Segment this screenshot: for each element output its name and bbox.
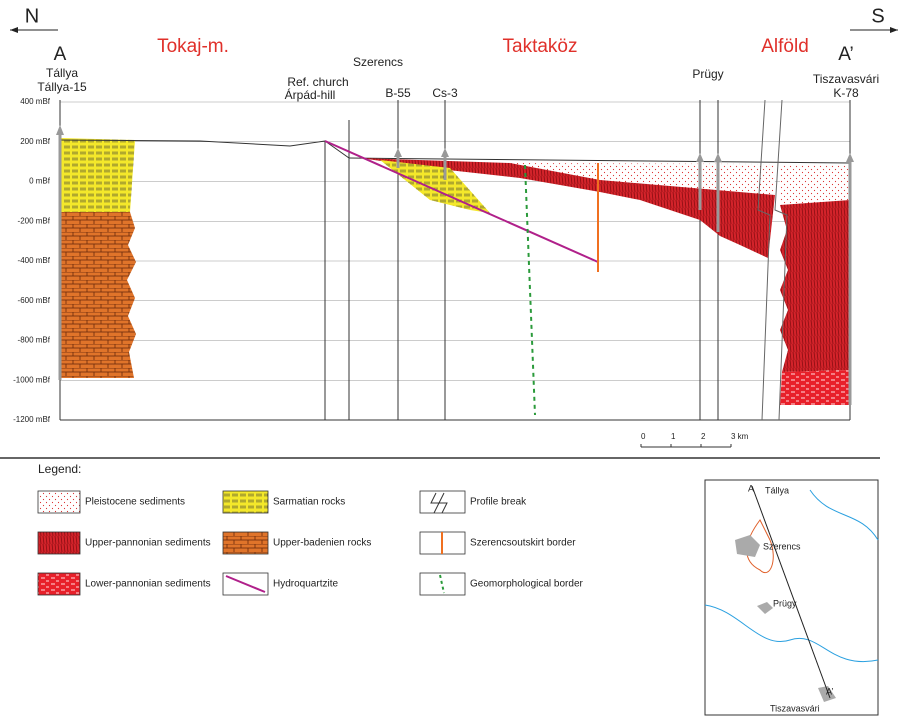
scale-bar: 0 1 2 3 km (641, 432, 749, 447)
legend-label: Profile break (470, 497, 527, 508)
geology (56, 100, 854, 420)
north-arrow: N (10, 5, 58, 33)
legend-swatch (420, 573, 465, 595)
y-tick-label: -1000 mBf (13, 375, 51, 384)
legend-title: Legend: (38, 462, 81, 476)
scale-label: 1 (671, 432, 676, 441)
map-label: A’ (826, 686, 833, 696)
site-label: Árpád-hill (285, 87, 336, 102)
north-label: N (25, 5, 39, 27)
y-tick-label: -200 mBf (18, 216, 51, 225)
legend-label: Pleistocene sediments (85, 497, 185, 508)
legend-label: Upper-badenien rocks (273, 538, 371, 549)
grid: 400 mBf 200 mBf 0 mBf -200 mBf -400 mBf -600 … (13, 97, 850, 424)
y-tick-label: 200 mBf (20, 137, 51, 146)
y-tick-label: -600 mBf (18, 296, 51, 305)
place-label: Tiszavasvári (813, 72, 879, 86)
site-label: B-55 (385, 86, 411, 100)
legend-label: Hydroquartzite (273, 579, 338, 590)
legend-swatch (223, 532, 268, 554)
legend-swatch (38, 491, 80, 513)
legend-label: Upper-pannonian sediments (85, 538, 211, 549)
y-tick-label: 400 mBf (20, 97, 51, 106)
scale-label: 2 (701, 432, 706, 441)
legend-swatch (38, 532, 80, 554)
map-label: A (748, 483, 754, 493)
profile-end: A’ (838, 44, 853, 65)
map-label: Tállya (765, 485, 789, 495)
site-label: Szerencs (353, 55, 403, 69)
site-label: Ref. church (287, 75, 348, 89)
map-label: Prügy (773, 598, 797, 608)
place-label: Tállya (46, 66, 78, 80)
well-label: Tállya-15 (37, 80, 87, 94)
legend-swatch (223, 491, 268, 513)
legend-label: Szerencsoutskirt border (470, 538, 576, 549)
map-label: Tiszavasvári (770, 703, 820, 713)
section-frame (60, 100, 850, 420)
south-label: S (871, 5, 884, 27)
well-label: K-78 (833, 86, 859, 100)
cross-section: N S Tokaj-m. Taktaköz Alföld A Tállya Tá… (0, 0, 905, 718)
scale-label: 0 (641, 432, 646, 441)
profile-start: A (54, 44, 67, 65)
inset-map: A Tállya Szerencs Prügy A’ Tiszavasvári (705, 480, 878, 715)
map-label: Szerencs (763, 541, 801, 551)
site-label: Cs-3 (432, 86, 458, 100)
y-tick-label: -1200 mBf (13, 415, 51, 424)
south-arrow: S (850, 5, 898, 33)
y-tick-label: 0 mBf (29, 177, 51, 186)
legend: Pleistocene sediments Upper-pannonian sed… (38, 491, 584, 595)
scale-label: 3 km (731, 432, 749, 441)
site-label: Prügy (692, 67, 723, 81)
y-tick-label: -400 mBf (18, 256, 51, 265)
region-label: Alföld (761, 36, 809, 57)
legend-label: Sarmatian rocks (273, 497, 345, 508)
y-tick-label: -800 mBf (18, 336, 51, 345)
region-label: Taktaköz (503, 36, 578, 57)
legend-swatch (420, 491, 465, 513)
legend-label: Lower-pannonian sediments (85, 579, 211, 590)
region-label: Tokaj-m. (157, 36, 229, 57)
legend-label: Geomorphological border (470, 579, 584, 590)
legend-swatch (38, 573, 80, 595)
